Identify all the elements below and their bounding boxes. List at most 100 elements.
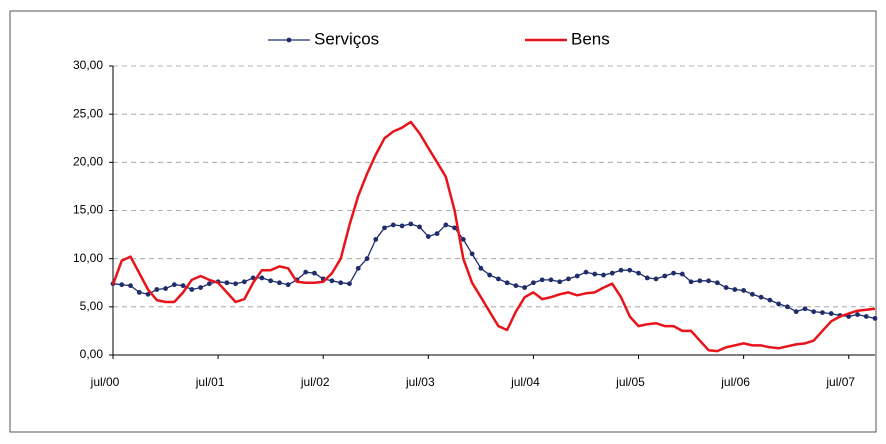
series-marker [241, 279, 247, 285]
series-marker [802, 306, 808, 312]
series-marker [557, 279, 563, 285]
series-marker [522, 285, 528, 290]
series-marker [662, 273, 668, 279]
series-marker [495, 276, 501, 282]
series-marker [741, 288, 747, 293]
series-marker [793, 309, 799, 315]
x-tick-label: jul/06 [720, 375, 750, 389]
series-marker [539, 277, 545, 283]
series-marker [820, 310, 825, 316]
x-tick-label: jul/07 [825, 375, 855, 389]
series-marker [872, 315, 878, 321]
series-marker [303, 269, 309, 275]
series-marker [531, 280, 536, 286]
y-tick-label: 15,00 [73, 203, 103, 217]
series-marker [373, 237, 379, 242]
legend-marker [286, 37, 292, 43]
series-marker [163, 286, 168, 291]
series-marker [723, 285, 729, 290]
series-marker [189, 287, 195, 292]
series-marker [828, 311, 834, 316]
series-marker [618, 267, 624, 273]
series-marker [347, 281, 352, 287]
series-marker [697, 278, 703, 284]
series-marker [145, 291, 151, 297]
series-marker [259, 275, 265, 281]
x-tick-label: jul/04 [510, 375, 540, 389]
series-marker [355, 265, 361, 271]
series-marker [592, 271, 598, 277]
series-marker [233, 281, 239, 287]
series-marker [574, 273, 580, 279]
series-line [112, 223, 876, 320]
series-marker [171, 282, 177, 288]
legend-label: Serviços [314, 29, 379, 48]
series-marker [469, 251, 475, 257]
x-tick-label: jul/03 [405, 375, 435, 389]
series-marker [425, 234, 431, 239]
series-marker [478, 265, 484, 271]
series-marker [434, 231, 440, 237]
series-marker [644, 275, 650, 281]
series-marker [548, 277, 554, 283]
series-marker [128, 283, 133, 289]
series-marker [460, 237, 466, 242]
series-marker [627, 267, 633, 273]
series-marker [338, 280, 344, 286]
series-marker [382, 225, 387, 231]
chart-border [9, 10, 877, 433]
series-marker [855, 312, 860, 317]
series-marker [706, 278, 711, 284]
x-tick-label: jul/00 [90, 375, 120, 389]
series-marker [653, 276, 659, 282]
series-marker [136, 289, 142, 295]
series-line [111, 120, 876, 353]
y-tick-label: 0,00 [80, 347, 104, 361]
series-marker [776, 301, 782, 307]
series-marker [154, 287, 160, 292]
series-marker [487, 272, 493, 278]
x-tick-label: jul/02 [300, 375, 330, 389]
series-marker [513, 283, 519, 289]
series-marker [452, 225, 457, 231]
series-marker [671, 270, 676, 276]
series-marker [408, 221, 414, 227]
series-marker [417, 224, 422, 230]
series-marker [811, 309, 817, 315]
series-marker [679, 271, 685, 277]
series-marker [785, 304, 790, 310]
series-marker [180, 283, 186, 289]
series-marker [749, 291, 755, 297]
series-marker [399, 223, 405, 229]
series-marker [504, 280, 510, 286]
series-marker [732, 287, 738, 292]
series-marker [390, 222, 396, 228]
series-marker [609, 270, 615, 276]
series-marker [566, 276, 571, 282]
y-tick-label: 30,00 [73, 58, 103, 72]
series-marker [583, 269, 589, 275]
series-marker [268, 278, 274, 284]
y-tick-label: 10,00 [73, 251, 103, 265]
series-marker [285, 282, 291, 288]
series-marker [714, 280, 720, 286]
legend-label: Bens [571, 29, 610, 48]
series-marker [601, 272, 606, 278]
series-marker [198, 285, 203, 290]
y-tick-label: 5,00 [80, 299, 104, 313]
series-marker [688, 279, 694, 285]
series-marker [443, 222, 449, 228]
series-marker [329, 278, 335, 284]
series-marker [758, 294, 764, 300]
y-tick-label: 20,00 [73, 155, 103, 169]
series-marker [312, 270, 317, 276]
x-tick-label: jul/01 [195, 375, 225, 389]
x-tick-label: jul/05 [615, 375, 645, 389]
series-marker [364, 256, 370, 262]
series-marker [767, 297, 773, 303]
series-marker [277, 280, 282, 286]
series-marker [636, 270, 641, 276]
series-marker [206, 281, 212, 287]
series-marker [119, 282, 125, 288]
